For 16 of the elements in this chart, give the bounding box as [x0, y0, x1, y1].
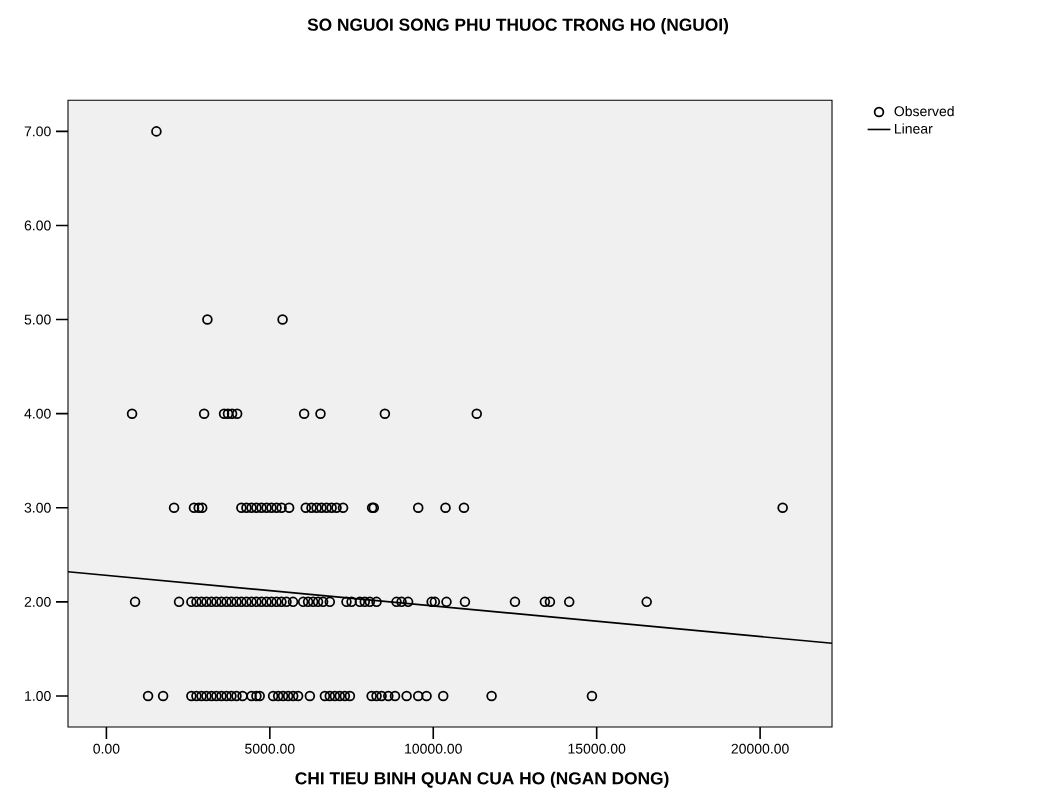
chart-title: SO NGUOI SONG PHU THUOC TRONG HO (NGUOI): [307, 18, 729, 35]
y-tick-label: 4.00: [24, 408, 51, 419]
y-tick-label: 7.00: [24, 126, 51, 137]
y-tick-label: 2.00: [24, 596, 51, 607]
y-tick-label: 6.00: [24, 220, 51, 231]
legend-label: Linear: [895, 123, 933, 134]
x-axis-title: CHI TIEU BINH QUAN CUA HO (NGAN DONG): [295, 771, 669, 788]
y-tick-label: 5.00: [24, 314, 51, 325]
x-tick-label: 10000.00: [405, 743, 462, 754]
x-tick-label: 0.00: [93, 743, 120, 754]
x-tick-label: 20000.00: [731, 743, 789, 754]
y-tick-label: 3.00: [24, 502, 51, 513]
legend-label: Observed: [894, 105, 954, 117]
y-tick-label: 1.00: [25, 691, 51, 701]
x-tick-label: 15000.00: [568, 743, 626, 754]
x-tick-label: 5000.00: [245, 743, 295, 754]
